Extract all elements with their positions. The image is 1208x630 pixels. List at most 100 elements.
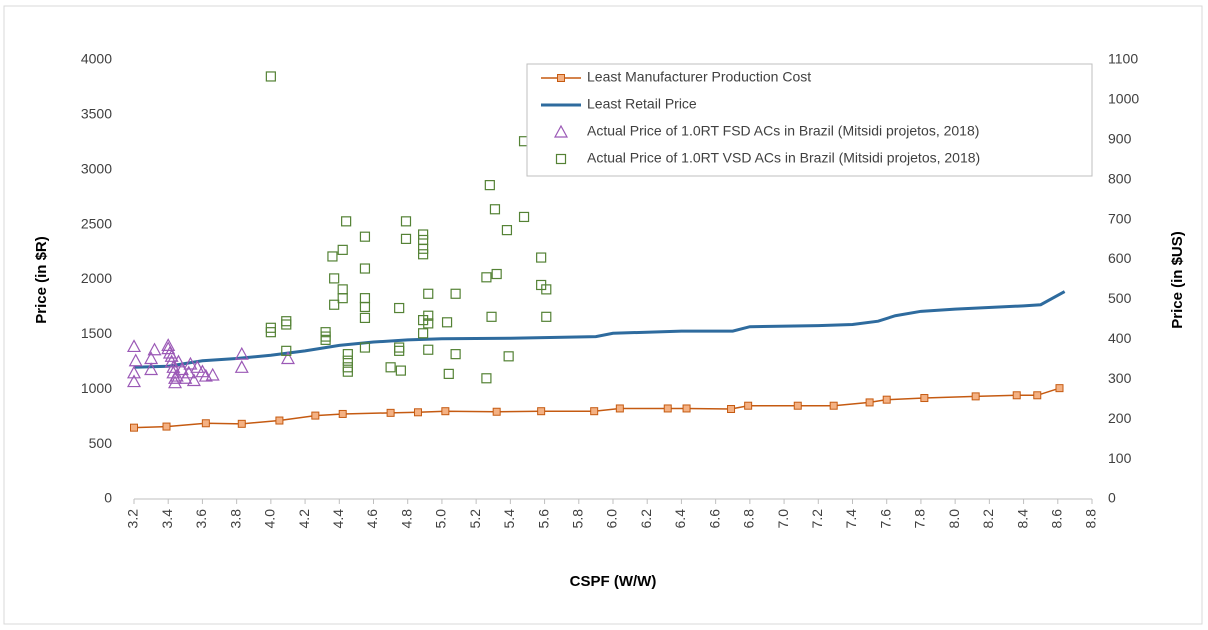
data-point — [337, 293, 348, 304]
x-tick-label: 5.2 — [467, 509, 483, 529]
y-axis-title: Price (in $R) — [33, 236, 50, 324]
legend-marker — [553, 124, 569, 138]
data-point — [450, 288, 461, 299]
data-point — [418, 229, 429, 240]
data-point — [441, 317, 453, 328]
data-point — [486, 311, 497, 322]
y2-tick-label: 300 — [1108, 370, 1132, 386]
y-tick-label: 1000 — [81, 380, 112, 396]
data-point — [418, 249, 429, 260]
x-tick-label: 3.2 — [125, 509, 141, 529]
x-tick-label: 4.4 — [330, 509, 346, 529]
x-tick-label: 8.8 — [1083, 509, 1099, 529]
data-point — [491, 268, 502, 280]
data-point — [744, 401, 753, 410]
data-point — [492, 407, 501, 416]
y2-tick-label: 700 — [1108, 210, 1132, 226]
data-point — [234, 346, 249, 360]
x-tick-label: 5.6 — [535, 509, 551, 529]
x-tick-label: 8.6 — [1048, 509, 1064, 529]
data-point — [536, 252, 547, 263]
x-tick-label: 8.4 — [1014, 509, 1030, 529]
data-point — [663, 404, 672, 413]
y2-axis-title: Price (in $US) — [1169, 231, 1186, 329]
y2-tick-label: 500 — [1108, 290, 1132, 306]
data-point — [590, 407, 599, 416]
y-tick-label: 500 — [89, 435, 113, 451]
data-point — [418, 328, 429, 339]
data-point — [265, 71, 276, 82]
x-tick-label: 3.6 — [193, 509, 209, 529]
data-point — [205, 367, 220, 381]
x-tick-label: 6.0 — [604, 509, 620, 529]
data-point — [161, 341, 176, 355]
x-tick-label: 6.4 — [672, 509, 688, 529]
x-tick-label: 4.8 — [398, 509, 414, 529]
data-point — [164, 349, 179, 362]
data-point — [793, 401, 802, 410]
data-point — [400, 216, 412, 227]
data-point — [234, 360, 249, 373]
y2-tick-label: 400 — [1108, 330, 1132, 346]
data-point — [481, 272, 492, 283]
data-point — [385, 362, 396, 373]
data-point — [275, 416, 284, 425]
data-point — [126, 365, 142, 379]
x-tick-label: 6.2 — [638, 509, 654, 529]
data-point — [342, 349, 353, 360]
series-line — [133, 290, 1066, 369]
data-point — [481, 373, 492, 384]
data-point — [329, 273, 340, 284]
y2-tick-label: 1000 — [1108, 91, 1139, 107]
x-axis-title: CSPF (W/W) — [570, 573, 657, 590]
data-point — [394, 302, 405, 314]
data-point — [126, 339, 142, 353]
x-tick-label: 4.2 — [296, 509, 312, 529]
data-point — [169, 368, 184, 382]
x-tick-label: 6.6 — [706, 509, 722, 529]
y-tick-label: 1500 — [81, 325, 112, 341]
data-point — [186, 373, 201, 387]
y2-tick-label: 600 — [1108, 250, 1132, 266]
legend-box — [526, 63, 1093, 177]
data-point — [518, 211, 530, 223]
y2-tick-label: 1100 — [1108, 51, 1138, 67]
legend-marker — [555, 153, 567, 165]
data-point — [183, 356, 198, 370]
data-point — [168, 375, 183, 389]
x-tick-label: 7.0 — [775, 509, 791, 529]
data-point — [423, 344, 434, 355]
data-point — [359, 301, 371, 313]
data-point — [1055, 384, 1064, 393]
data-point — [281, 345, 292, 356]
x-tick-label: 5.0 — [433, 509, 449, 529]
y2-tick-label: 0 — [1108, 490, 1116, 506]
data-point — [541, 311, 552, 322]
data-point — [329, 299, 340, 310]
x-tick-label: 5.8 — [569, 509, 585, 529]
legend-label: Least Manufacturer Production Cost — [587, 69, 811, 85]
y-tick-label: 3500 — [81, 106, 112, 122]
data-point — [418, 243, 429, 254]
data-point — [413, 408, 422, 417]
data-point — [311, 411, 320, 420]
x-tick-label: 4.0 — [262, 509, 278, 529]
data-point — [144, 362, 159, 376]
data-point — [484, 180, 495, 191]
data-point — [128, 353, 143, 367]
data-point — [164, 354, 179, 368]
data-point — [359, 231, 371, 242]
data-point — [615, 404, 624, 413]
data-point — [971, 392, 980, 401]
x-tick-label: 3.4 — [159, 509, 175, 529]
data-point — [920, 394, 929, 403]
x-tick-label: 7.4 — [843, 509, 859, 529]
data-point — [166, 365, 181, 379]
data-point — [443, 368, 454, 379]
y2-tick-label: 200 — [1108, 410, 1132, 426]
data-point — [171, 354, 186, 368]
data-point — [450, 349, 461, 360]
x-tick-label: 7.8 — [912, 509, 928, 529]
data-point — [359, 342, 371, 353]
data-point — [829, 401, 838, 410]
